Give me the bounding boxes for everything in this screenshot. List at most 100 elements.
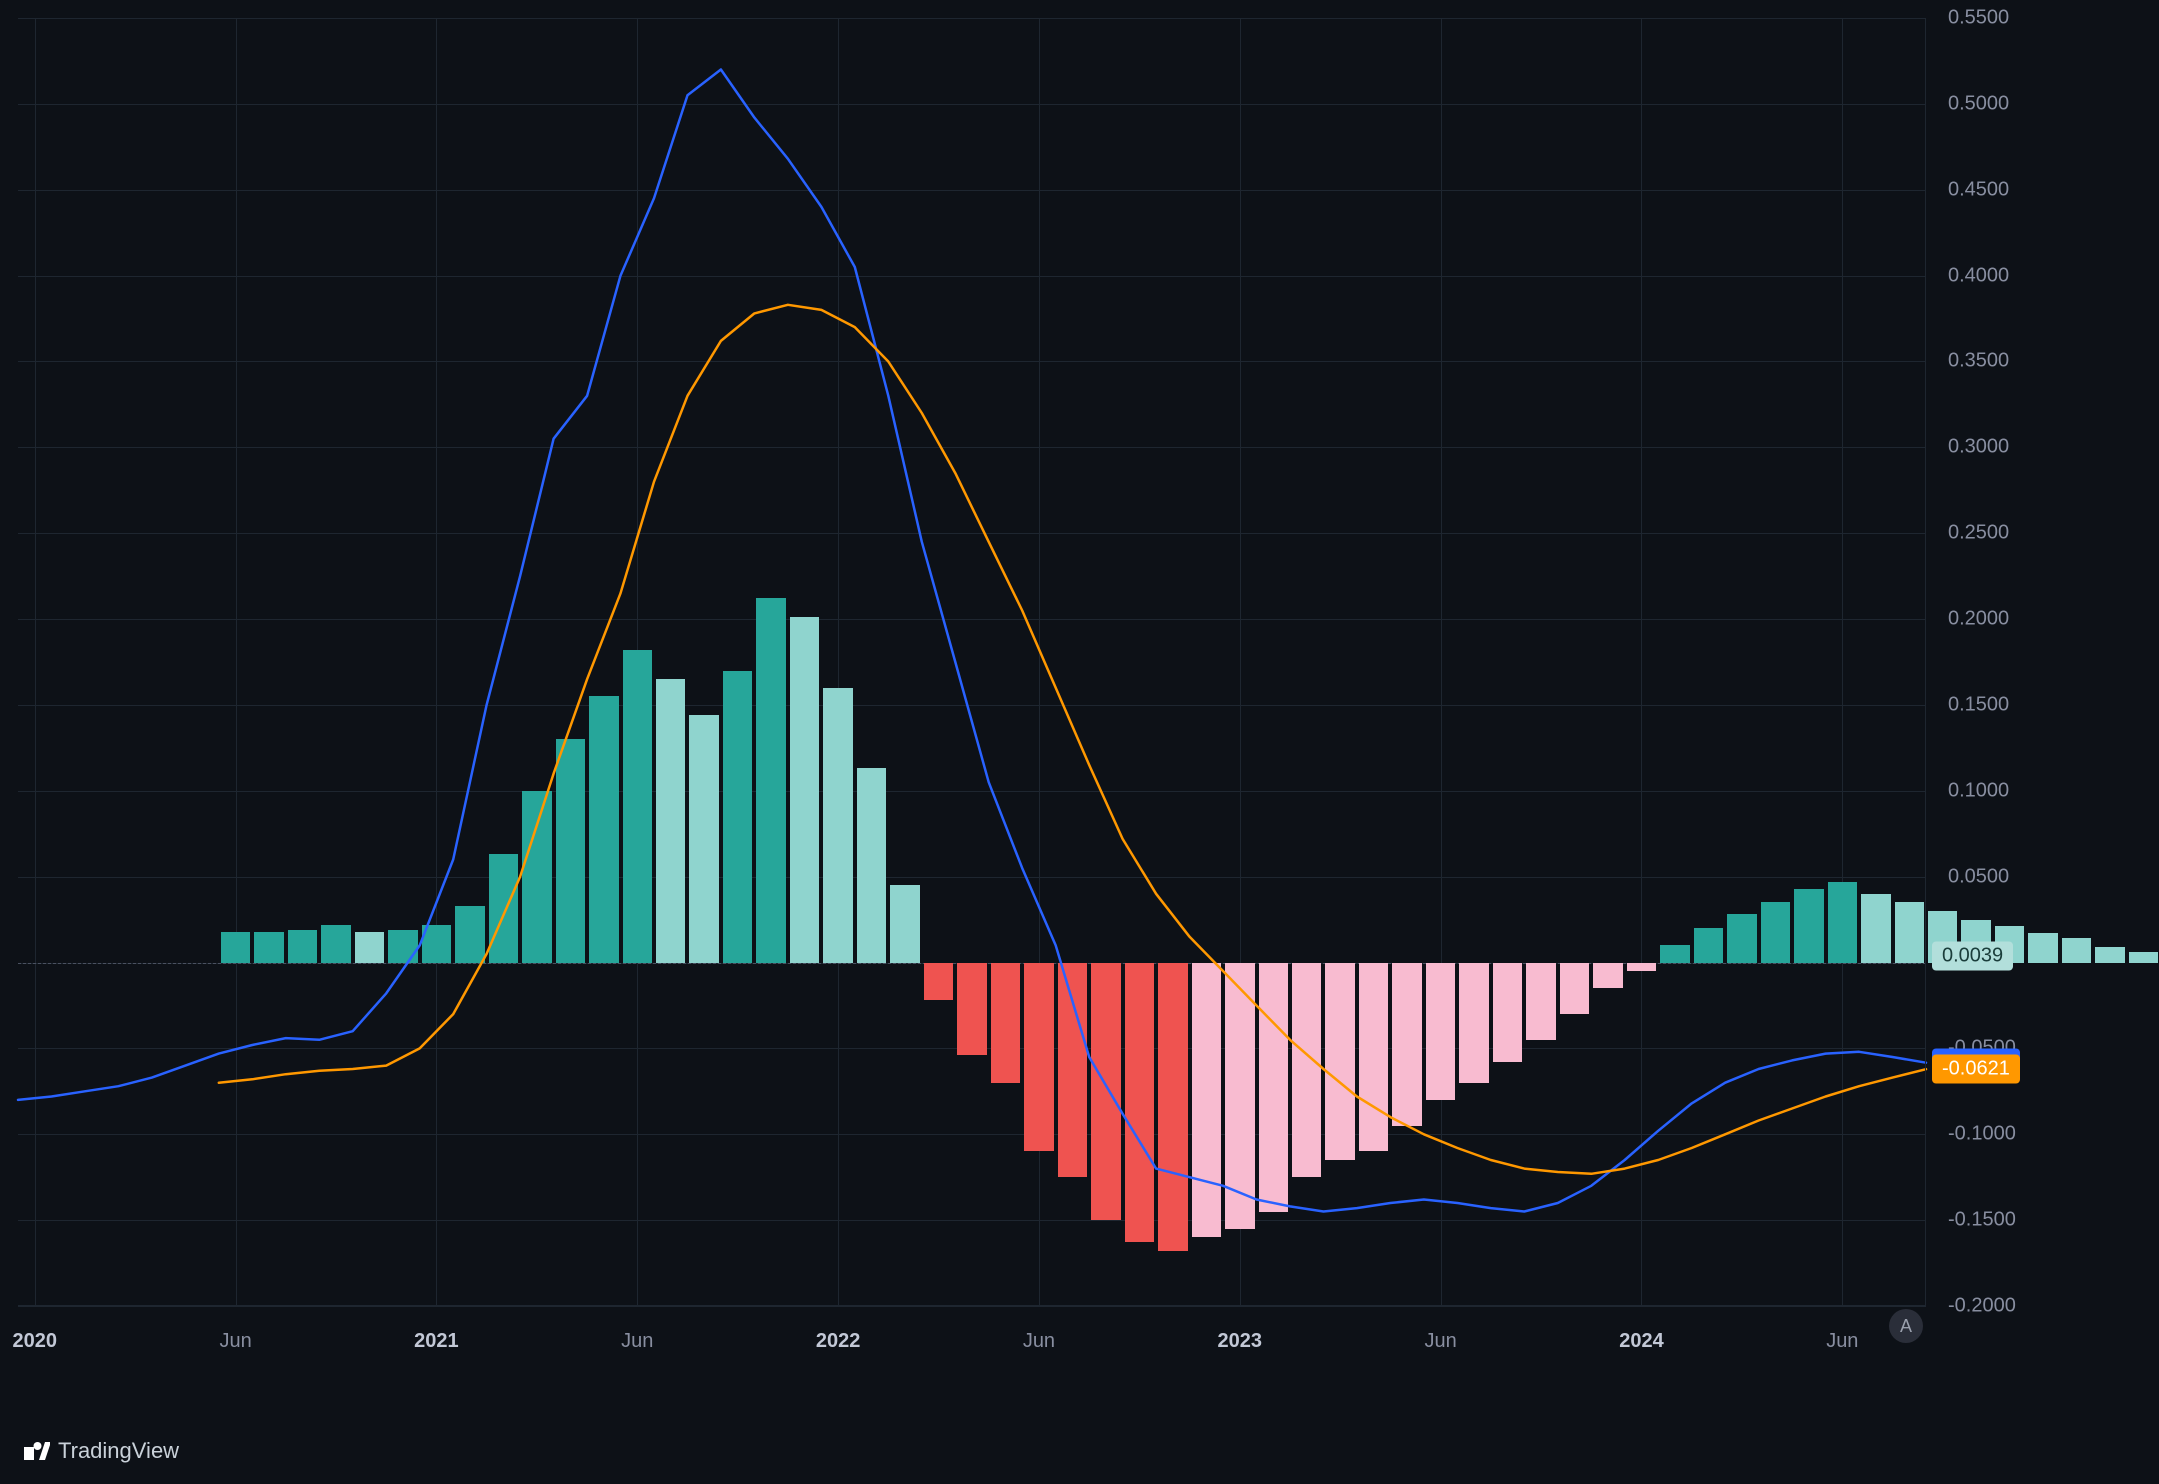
histogram-bar (1325, 963, 1354, 1160)
histogram-bar (355, 932, 384, 963)
y-tick-label: 0.2000 (1948, 608, 2009, 631)
histogram-bar (321, 925, 350, 963)
y-tick-label: -0.2000 (1948, 1295, 2016, 1318)
histogram-bar (589, 696, 618, 962)
gridline-horizontal (18, 1220, 1926, 1221)
x-tick-label: 2022 (816, 1330, 861, 1353)
histogram-bar (623, 650, 652, 963)
histogram-bar (723, 671, 752, 963)
histogram-bar (388, 930, 417, 963)
histogram-bar (756, 598, 785, 962)
histogram-bar (2028, 933, 2057, 962)
histogram-bar (1292, 963, 1321, 1178)
histogram-bar (1459, 963, 1488, 1083)
gridline-vertical (1441, 18, 1442, 1306)
x-tick-label: 2024 (1619, 1330, 1664, 1353)
histogram-bar (1058, 963, 1087, 1178)
gridline-horizontal (18, 361, 1926, 362)
histogram-bar (1359, 963, 1388, 1152)
histogram-bar (221, 932, 250, 963)
histogram-bar (790, 617, 819, 962)
y-tick-label: 0.1500 (1948, 693, 2009, 716)
histogram-bar (422, 925, 451, 963)
plot-area[interactable] (18, 18, 1926, 1306)
lines-layer (18, 18, 1926, 1306)
histogram-bar (1158, 963, 1187, 1252)
x-tick-label: 2023 (1218, 1330, 1263, 1353)
auto-scale-button[interactable]: A (1889, 1309, 1923, 1343)
histogram-bar (2062, 938, 2091, 962)
y-tick-label: 0.3000 (1948, 436, 2009, 459)
y-tick-label: 0.5000 (1948, 92, 2009, 115)
gridline-horizontal (18, 705, 1926, 706)
histogram-bar (1727, 914, 1756, 962)
histogram-bar (1225, 963, 1254, 1229)
y-tick-label: 0.5500 (1948, 7, 2009, 30)
y-tick-label: 0.3500 (1948, 350, 2009, 373)
histogram-bar (2129, 952, 2158, 962)
y-tick-label: -0.1500 (1948, 1209, 2016, 1232)
histogram-bar (689, 715, 718, 962)
histogram-bar (1794, 889, 1823, 963)
histogram-bar (1091, 963, 1120, 1221)
histogram-bar (1192, 963, 1221, 1238)
x-tick-label: Jun (219, 1330, 251, 1353)
y-tick-label: 0.4500 (1948, 178, 2009, 201)
gridline-vertical (1842, 18, 1843, 1306)
gridline-horizontal (18, 533, 1926, 534)
x-tick-label: Jun (1425, 1330, 1457, 1353)
tradingview-branding[interactable]: TradingView (24, 1438, 179, 1464)
y-tick-label: 0.0500 (1948, 865, 2009, 888)
x-tick-label: 2021 (414, 1330, 459, 1353)
gridline-vertical (1641, 18, 1642, 1306)
gridline-horizontal (18, 104, 1926, 105)
histogram-bar (1526, 963, 1555, 1040)
gridline-vertical (436, 18, 437, 1306)
gridline-horizontal (18, 791, 1926, 792)
histogram-bar (823, 688, 852, 963)
branding-text: TradingView (58, 1438, 179, 1464)
gridline-horizontal (18, 447, 1926, 448)
histogram-bar (522, 791, 551, 963)
gridline-horizontal (18, 619, 1926, 620)
macd-chart[interactable]: -0.2000-0.1500-0.1000-0.05000.00000.0500… (0, 0, 2159, 1484)
histogram-bar (254, 932, 283, 963)
histogram-bar (957, 963, 986, 1056)
price-tag: 0.0039 (1932, 941, 2013, 970)
x-tick-label: 2020 (12, 1330, 57, 1353)
histogram-bar (1694, 928, 1723, 962)
histogram-bar (1259, 963, 1288, 1212)
histogram-bar (1392, 963, 1421, 1126)
x-tick-label: Jun (621, 1330, 653, 1353)
gridline-vertical (236, 18, 237, 1306)
gridline-horizontal (18, 1134, 1926, 1135)
x-tick-label: Jun (1023, 1330, 1055, 1353)
histogram-bar (288, 930, 317, 963)
histogram-bar (1560, 963, 1589, 1015)
histogram-bar (1627, 963, 1656, 972)
histogram-bar (1593, 963, 1622, 989)
histogram-bar (455, 906, 484, 963)
histogram-bar (1895, 902, 1924, 962)
gridline-vertical (35, 18, 36, 1306)
histogram-bar (1660, 945, 1689, 962)
gridline-vertical (838, 18, 839, 1306)
gridline-horizontal (18, 190, 1926, 191)
histogram-bar (924, 963, 953, 1001)
histogram-bar (857, 768, 886, 962)
histogram-bar (1426, 963, 1455, 1100)
histogram-bar (1125, 963, 1154, 1243)
gridline-horizontal (18, 276, 1926, 277)
histogram-bar (556, 739, 585, 962)
x-tick-label: Jun (1826, 1330, 1858, 1353)
gridline-horizontal (18, 1306, 1926, 1307)
gridline-horizontal (18, 877, 1926, 878)
histogram-bar (991, 963, 1020, 1083)
histogram-bar (2095, 947, 2124, 962)
y-tick-label: -0.1000 (1948, 1123, 2016, 1146)
histogram-bar (1493, 963, 1522, 1063)
histogram-bar (1861, 894, 1890, 963)
price-tag: -0.0621 (1932, 1055, 2020, 1084)
histogram-bar (890, 885, 919, 962)
y-tick-label: 0.2500 (1948, 522, 2009, 545)
